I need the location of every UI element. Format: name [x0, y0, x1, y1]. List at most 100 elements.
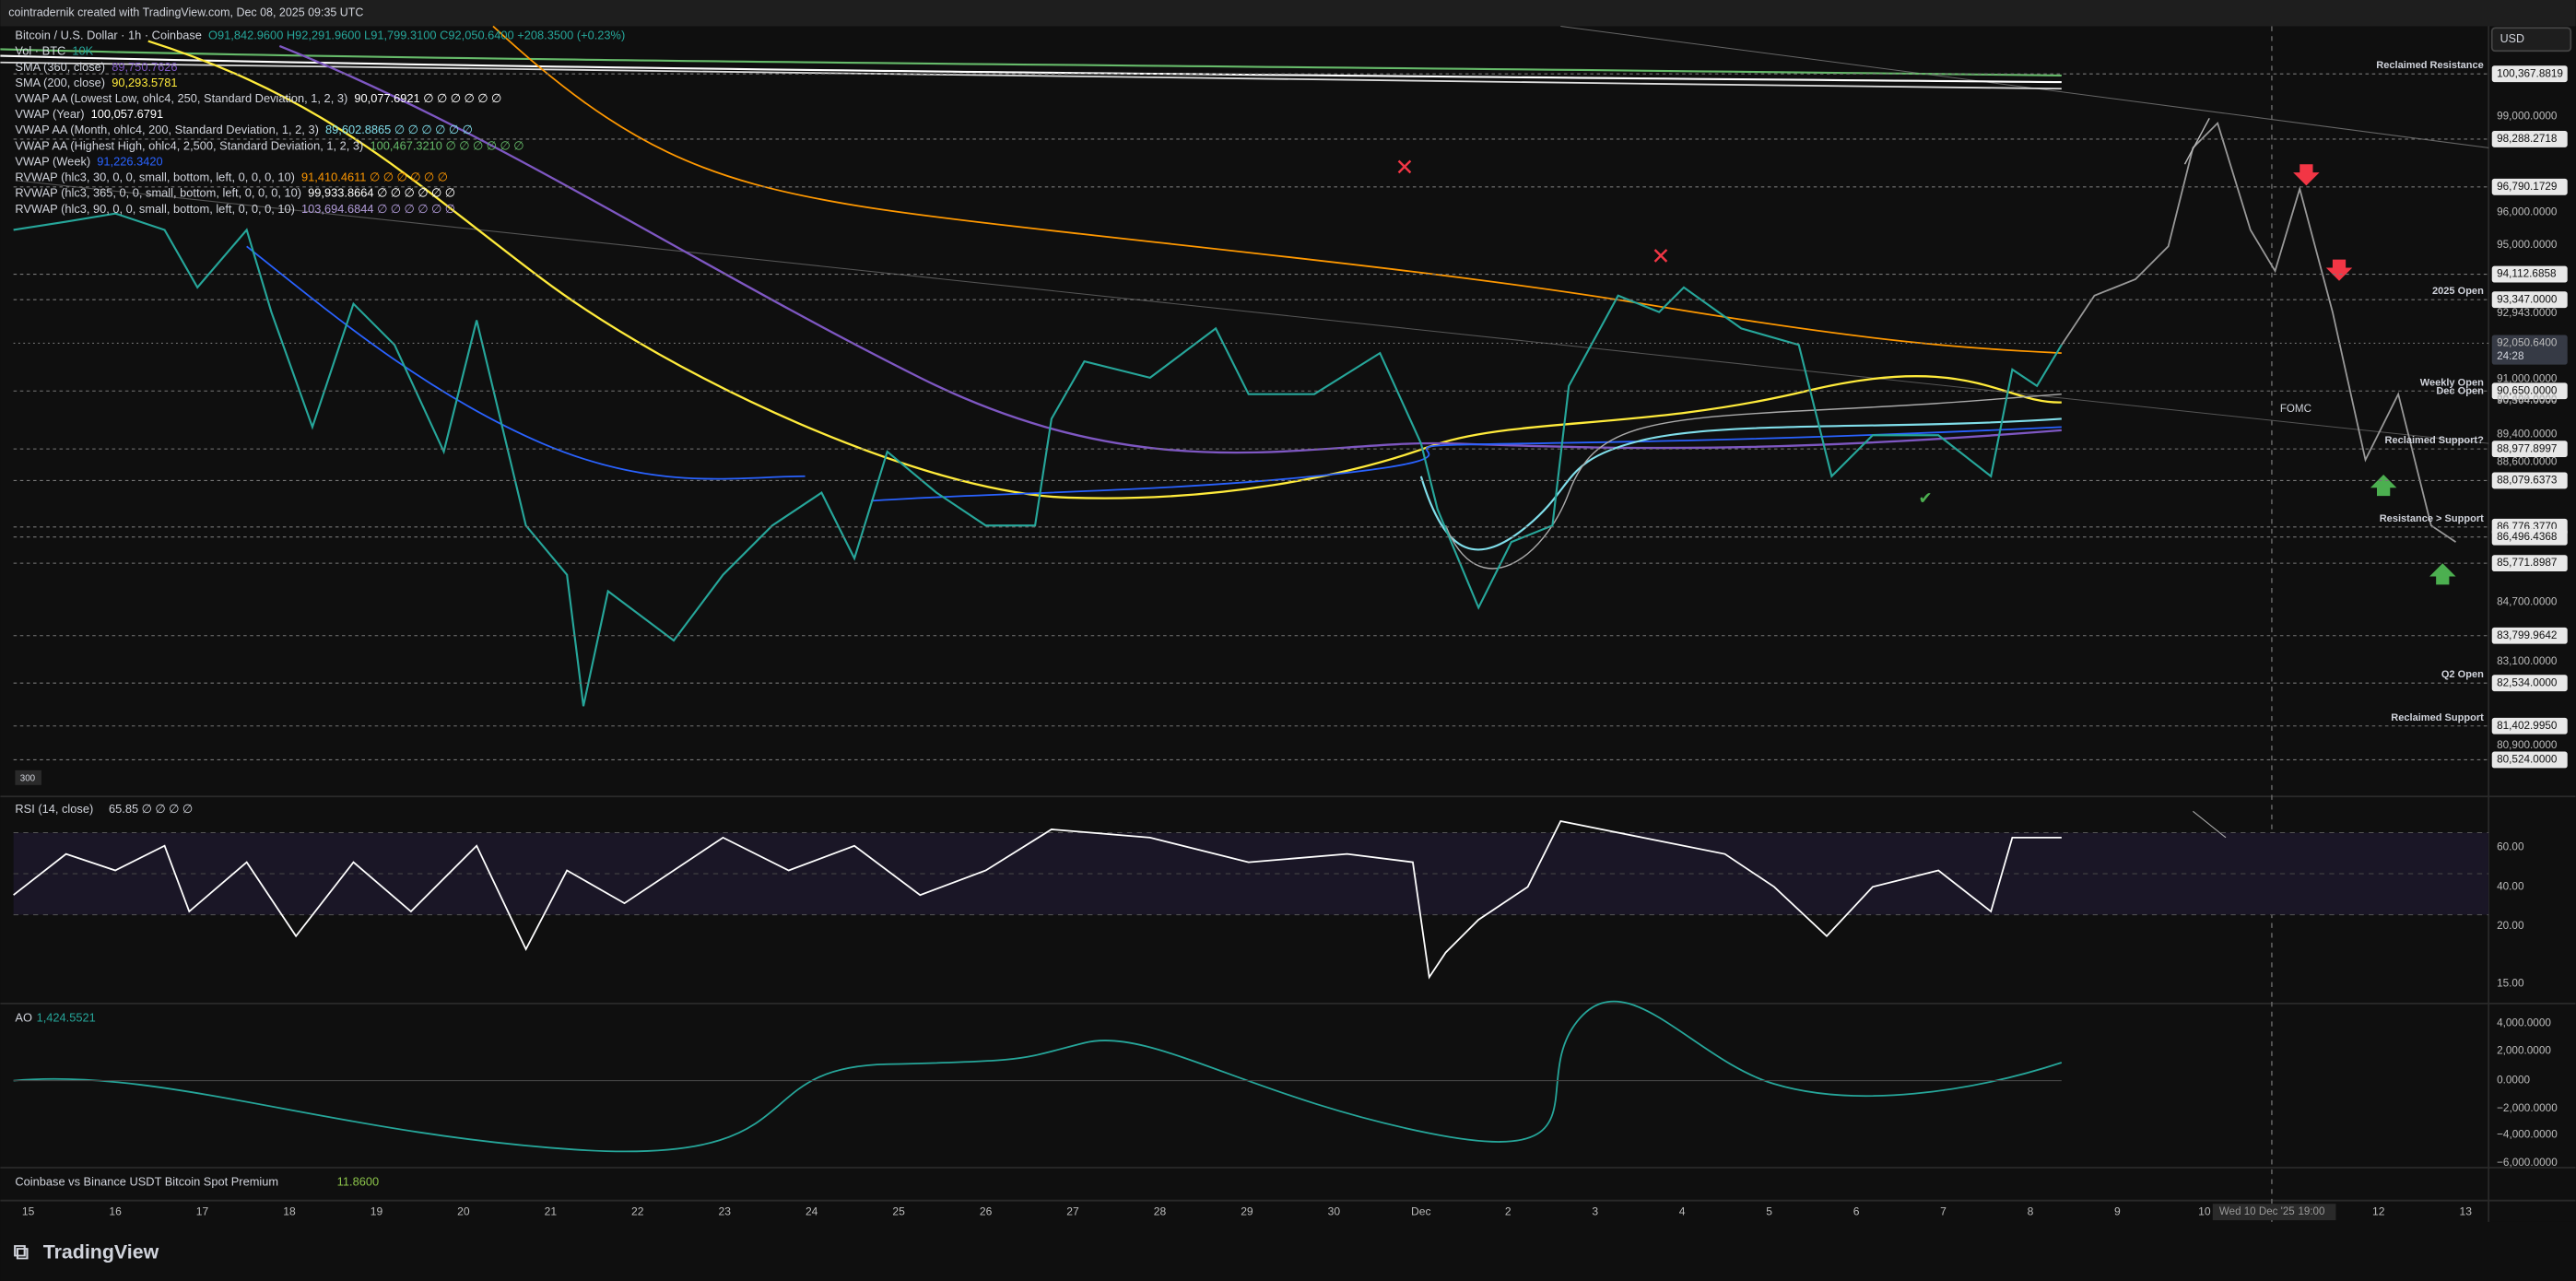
price-label: 100,367.8819	[2497, 67, 2563, 79]
ao-axis-label: 2,000.0000	[2497, 1045, 2551, 1057]
time-label: 5	[1766, 1205, 1772, 1217]
ao-shape	[13, 1000, 2063, 1153]
price-label: 80,900.0000	[2497, 739, 2558, 751]
time-label: 22	[631, 1205, 644, 1217]
price-label: 88,079.6373	[2497, 475, 2558, 487]
vwap-low	[1444, 393, 2062, 570]
price-label: 88,600.0000	[2497, 456, 2558, 468]
price-box	[2491, 441, 2568, 458]
brand: TradingView	[43, 1240, 159, 1263]
legend-value: 10K	[72, 44, 93, 58]
price-label: 96,790.1729	[2497, 181, 2557, 193]
arrow-down	[2293, 164, 2320, 186]
legend-value: 90,293.5781	[112, 76, 177, 89]
price-label: 91,000.0000	[2497, 372, 2558, 384]
legend-name: RVWAP (hlc3, 90, 0, 0, small, bottom, le…	[15, 202, 295, 216]
time-label: 4	[1679, 1205, 1686, 1217]
ao-axis-label: −4,000.0000	[2497, 1129, 2558, 1141]
level-note: Reclaimed Support?	[2385, 435, 2485, 446]
legend-value: 89,750.7626	[112, 60, 177, 74]
rsi-legend: RSI (14, close)	[15, 802, 93, 816]
vwap-high	[0, 48, 2062, 77]
price-box	[2491, 265, 2568, 283]
trend-line	[1560, 25, 2489, 148]
projection-path	[2061, 121, 2457, 543]
legend-name: SMA (200, close)	[15, 76, 105, 89]
price-label: 81,402.9950	[2497, 720, 2558, 732]
trend-line	[17, 180, 2489, 444]
time-label: 20	[457, 1205, 470, 1217]
volume-badge: 300	[20, 773, 36, 783]
price-box	[2491, 472, 2568, 489]
ao-legend: AO	[15, 1010, 32, 1024]
time-label: 6	[1853, 1205, 1860, 1217]
rsi-line	[13, 820, 2062, 980]
legend-name: Vol · BTC	[15, 44, 65, 58]
time-label: 2	[1505, 1205, 1511, 1217]
price-label: 93,347.0000	[2497, 293, 2558, 305]
price-label: 84,700.0000	[2497, 596, 2558, 608]
price-label: 92,943.0000	[2497, 307, 2558, 319]
volume-badge-bg	[15, 770, 41, 785]
credit: cointradernik created with TradingView.c…	[8, 6, 363, 19]
logo-mark: ⧉	[14, 1240, 29, 1263]
price-box	[2491, 751, 2568, 769]
arrow-up	[2370, 475, 2397, 497]
crosshair-time-bg	[2212, 1204, 2336, 1221]
level-note: 2025 Open	[2432, 286, 2484, 297]
ao-axis-label: 0.0000	[2497, 1075, 2530, 1087]
price-label: 94,112.6858	[2497, 268, 2557, 280]
price-label: 83,799.9642	[2497, 629, 2557, 641]
price-label: 89,400.0000	[2497, 428, 2558, 440]
price-label: 80,524.0000	[2497, 754, 2558, 766]
vwap-month	[1419, 417, 2062, 551]
legend-value: 100,057.6791	[91, 107, 163, 121]
ao-axis-label: 4,000.0000	[2497, 1017, 2551, 1028]
level-note: Reclaimed Support	[2391, 712, 2484, 723]
legend-name: VWAP AA (Lowest Low, ohlc4, 250, Standar…	[15, 91, 347, 105]
time-label: Dec	[1411, 1205, 1431, 1217]
price-box	[2491, 130, 2568, 147]
price-label: 96,000.0000	[2497, 206, 2558, 218]
legend-value: 99,933.8664 ∅ ∅ ∅ ∅ ∅ ∅	[308, 186, 455, 200]
rsi-axis-label: 20.00	[2497, 920, 2524, 932]
level-note: Dec Open	[2436, 386, 2484, 397]
price-label: 95,000.0000	[2497, 239, 2558, 251]
countdown: 24:28	[2497, 350, 2524, 362]
marker-check: ✔	[1918, 488, 1932, 507]
currency: USD	[2500, 32, 2524, 45]
price-label: 90,650.0000	[2497, 384, 2558, 396]
premium-value: 11.8600	[337, 1174, 379, 1188]
price-label: 82,534.0000	[2497, 676, 2558, 688]
legend-name: SMA (360, close)	[15, 60, 105, 74]
legend-value: 89,602.8865 ∅ ∅ ∅ ∅ ∅ ∅	[325, 123, 473, 136]
arrow-down	[2325, 259, 2353, 281]
legend-name: VWAP AA (Month, ohlc4, 200, Standard Dev…	[15, 123, 318, 136]
price-label: 90,400.0000	[2497, 394, 2558, 405]
time-label: 10	[2198, 1205, 2211, 1217]
time-label: 13	[2459, 1205, 2472, 1217]
level-note: Resistance > Support	[2380, 513, 2484, 524]
price-axis-bg	[2488, 26, 2576, 1222]
legend-value: O91,842.9600 H92,291.9600 L91,799.3100 C…	[208, 29, 625, 42]
rsi-axis-label: 60.00	[2497, 841, 2524, 853]
arrow	[2193, 810, 2227, 839]
legend-value: 100,467.3210 ∅ ∅ ∅ ∅ ∅ ∅	[370, 138, 523, 152]
price-label: 85,771.8987	[2497, 557, 2557, 569]
level-note: Q2 Open	[2441, 669, 2484, 680]
legend-name: RVWAP (hlc3, 30, 0, 0, small, bottom, le…	[15, 170, 295, 184]
time-label: 23	[719, 1205, 732, 1217]
crosshair-clock: 19:00	[2298, 1206, 2324, 1217]
price-label: 86,496.4368	[2497, 531, 2558, 543]
time-label: 7	[1940, 1205, 1947, 1217]
legend-value: 91,410.4611 ∅ ∅ ∅ ∅ ∅ ∅	[301, 170, 448, 184]
level-note: Weekly Open	[2420, 377, 2484, 388]
time-label: 30	[1328, 1205, 1341, 1217]
ao-axis-label: −6,000.0000	[2497, 1157, 2558, 1169]
price-box	[2491, 627, 2568, 644]
vwap-year	[0, 54, 2062, 84]
top-bar	[0, 0, 2576, 27]
time-label: 16	[109, 1205, 122, 1217]
time-label: 26	[980, 1205, 993, 1217]
